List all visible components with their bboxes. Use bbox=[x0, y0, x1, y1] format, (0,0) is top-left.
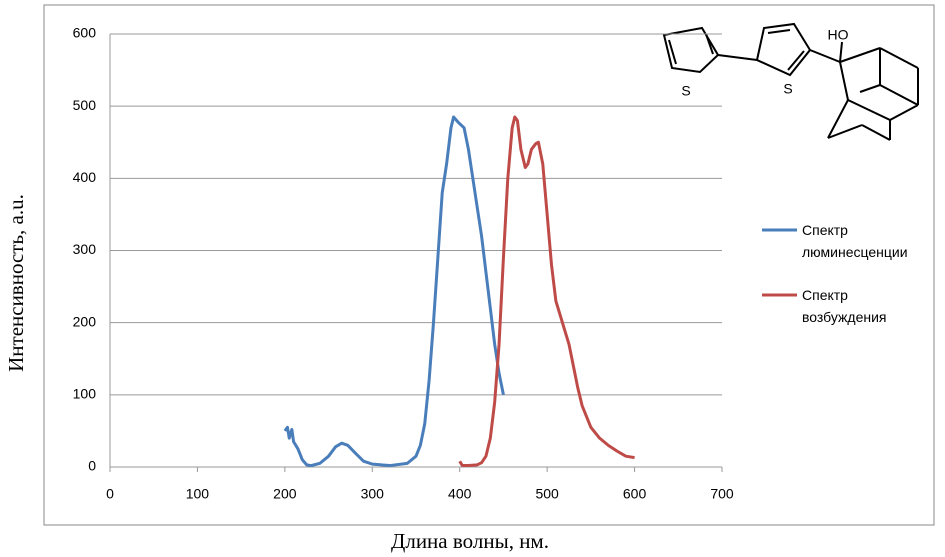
y-tick-label: 400 bbox=[73, 169, 97, 185]
x-tick-label: 200 bbox=[273, 486, 297, 502]
chart-border bbox=[43, 4, 935, 526]
series-line bbox=[283, 115, 505, 468]
x-tick-label: 100 bbox=[186, 486, 210, 502]
series-line bbox=[458, 115, 635, 468]
atom-label: S bbox=[681, 83, 690, 99]
atom-label: HO bbox=[828, 27, 849, 43]
y-tick-label: 0 bbox=[88, 458, 96, 474]
y-axis-title: Интенсивность, a.u. bbox=[4, 194, 28, 372]
x-axis-title: Длина волны, нм. bbox=[391, 529, 549, 553]
atom-label: S bbox=[783, 81, 792, 97]
y-tick-label: 200 bbox=[73, 313, 97, 329]
x-tick-label: 500 bbox=[535, 486, 559, 502]
structure bbox=[662, 22, 919, 141]
legend-label: Спектр возбуждения bbox=[802, 287, 887, 325]
x-tick-label: 0 bbox=[106, 486, 114, 502]
x-tick-label: 700 bbox=[710, 486, 734, 502]
x-tick-label: 600 bbox=[623, 486, 647, 502]
legend-label: Спектр люминесценции bbox=[802, 222, 908, 260]
y-tick-label: 600 bbox=[73, 25, 97, 41]
y-tick-label: 500 bbox=[73, 97, 97, 113]
x-tick-label: 300 bbox=[361, 486, 385, 502]
y-tick-label: 300 bbox=[73, 241, 97, 257]
x-tick-label: 400 bbox=[448, 486, 472, 502]
y-tick-label: 100 bbox=[73, 386, 97, 402]
